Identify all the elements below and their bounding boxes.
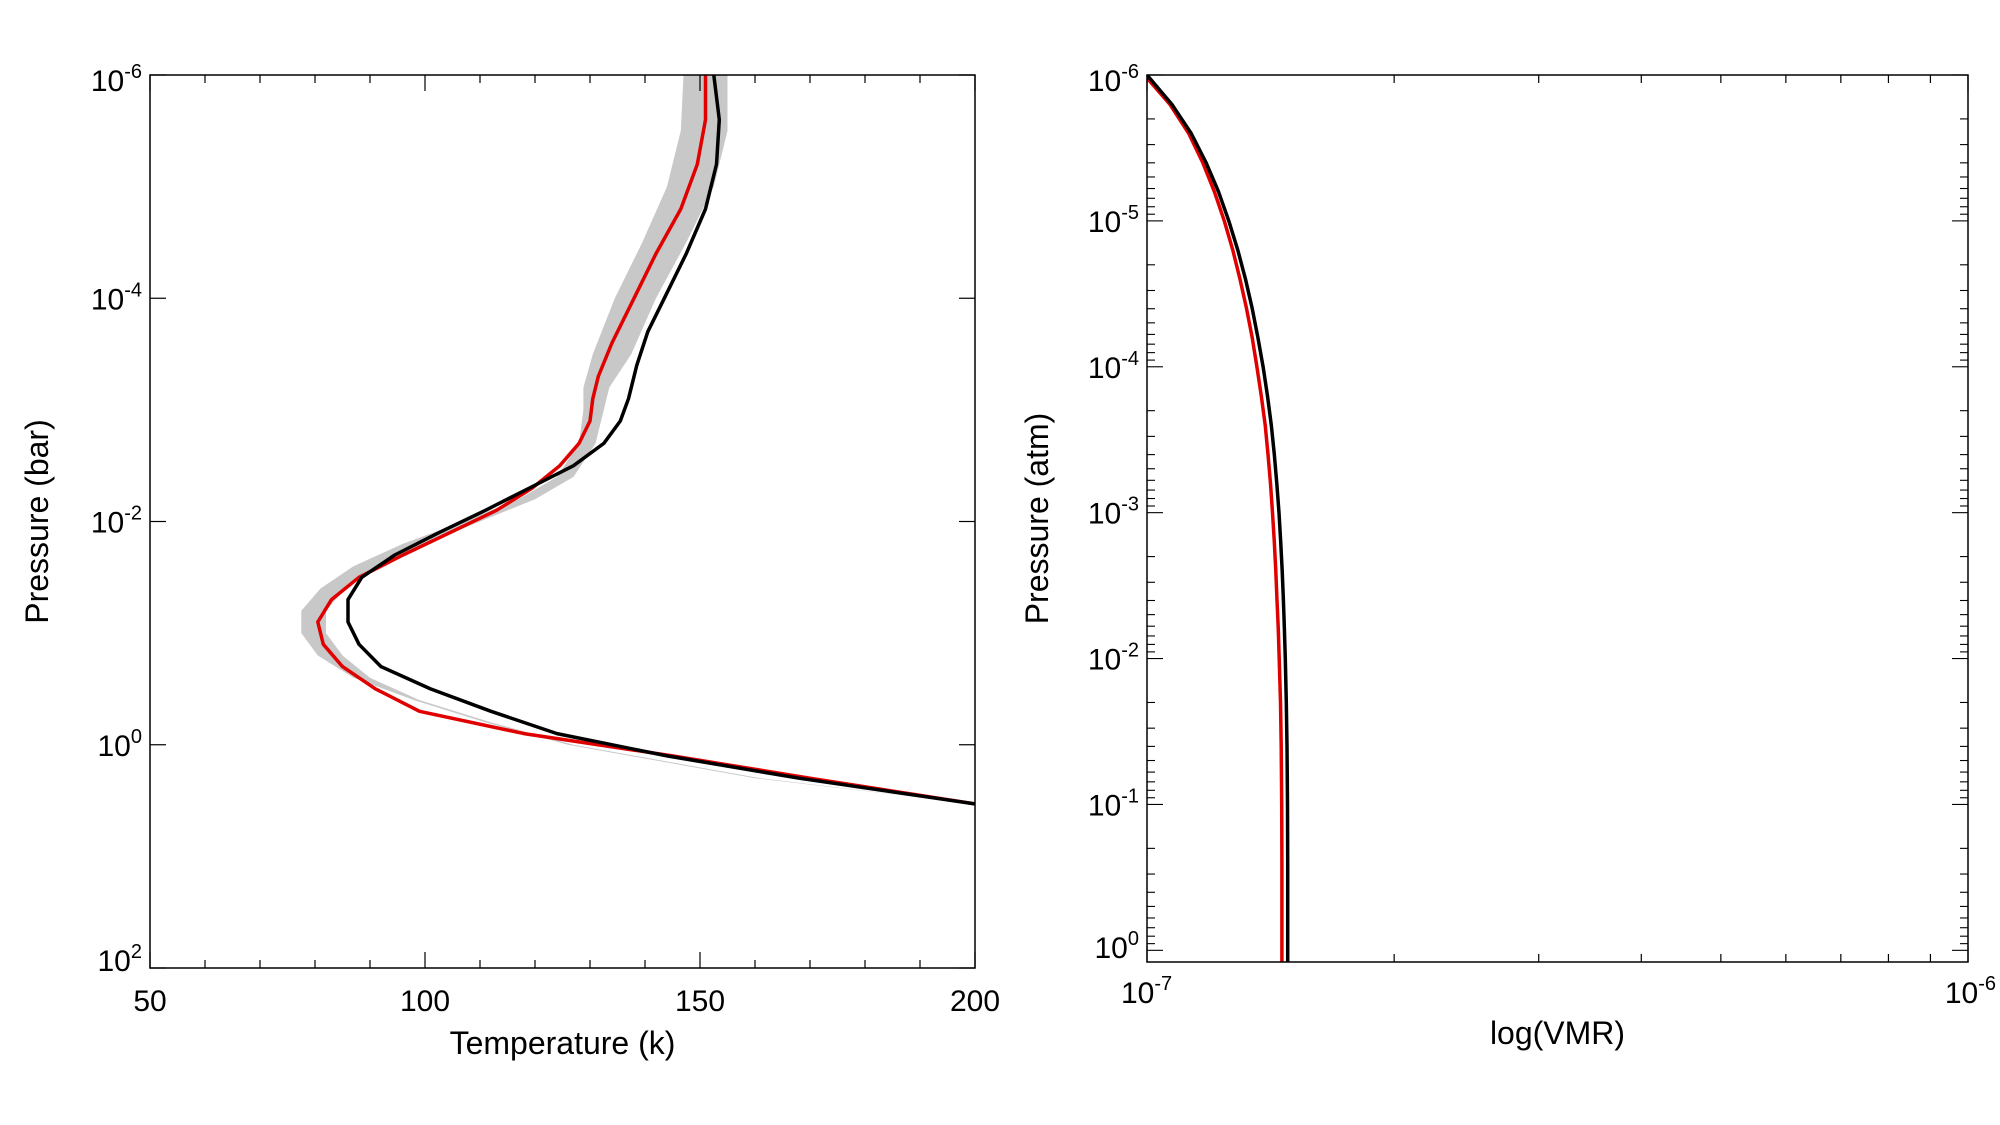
y-tick-label: 100 [1095,928,1140,965]
retrieved-profile-line [1147,76,1284,962]
y-tick-label: 10-4 [1088,348,1139,385]
plot-frame [1146,74,1969,963]
y-tick-label: 10-2 [1088,640,1139,677]
y-axis-title: Pressure (bar) [19,419,55,624]
y-tick-label: 10-6 [91,61,142,98]
x-axis-title: Temperature (k) [450,1025,676,1061]
x-axis-title: log(VMR) [1490,1015,1625,1051]
x-tick-label: 10-7 [1121,973,1172,1010]
y-axis-title: Pressure (atm) [1019,413,1055,625]
x-tick-label: 200 [950,985,1000,1018]
plot-frame [149,74,976,969]
x-tick-label: 10-6 [1945,973,1996,1010]
retrieved-profile-line [316,75,975,806]
y-tick-label: 100 [98,726,143,763]
y-tick-label: 10-2 [91,503,142,540]
x-tick-label: 100 [400,985,450,1018]
x-tick-label: 150 [675,985,725,1018]
y-tick-label: 10-5 [1088,202,1139,239]
reference-profile-line [1147,75,1290,962]
reference-profile-line [346,75,975,806]
y-tick-label: 102 [98,941,143,978]
y-tick-label: 10-3 [1088,494,1139,531]
y-tick-label: 10-6 [1088,61,1139,98]
y-tick-label: 10-4 [91,279,142,316]
y-tick-label: 10-1 [1088,785,1139,822]
temperature-panel: 50 100 150 200 10-6 10-4 10-2 100 102 Temperature… [19,61,1000,1061]
x-tick-label: 50 [133,985,166,1018]
vmr-panel: 10-7 10-6 10-6 10-5 10-4 10-3 10-2 10-1 100 log(V… [1019,61,1996,1051]
uncertainty-band [301,75,975,804]
